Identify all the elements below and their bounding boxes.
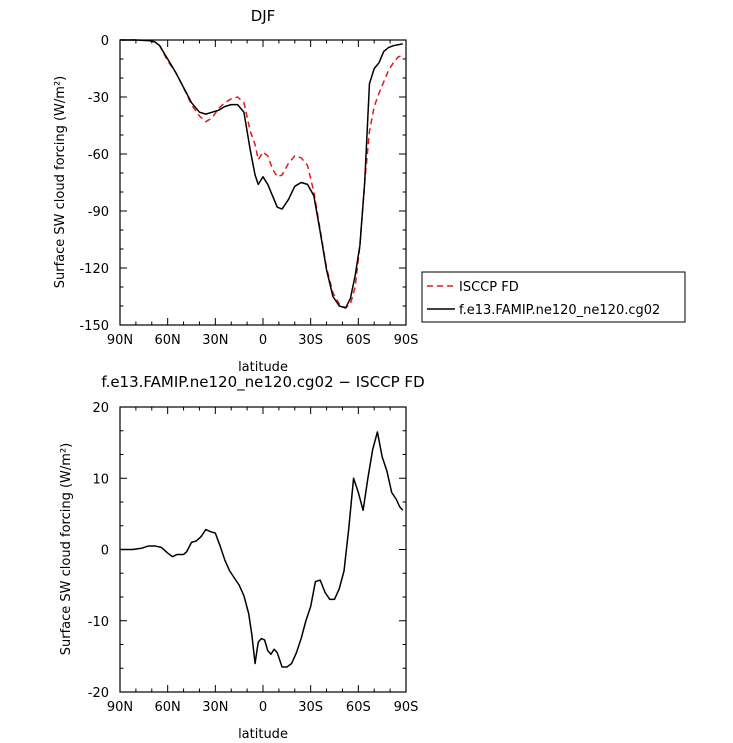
bottom-xtick-label: 30N (202, 700, 228, 715)
top-chart-xlabel: latitude (238, 360, 288, 375)
bottom-series-line-difference (120, 431, 404, 668)
bottom-ytick-label: 0 (101, 544, 109, 559)
top-xtick-label: 30N (202, 333, 228, 348)
bottom-chart-panel: f.e13.FAMIP.ne120_ne120.cg02 − ISCCP FD … (59, 373, 425, 742)
top-xtick-label: 30S (298, 333, 323, 348)
bottom-chart-xlabel: latitude (238, 727, 288, 742)
bottom-xtick-label: 90N (107, 700, 133, 715)
top-ytick-label: 0 (101, 34, 109, 49)
bottom-ytick-label: 10 (92, 472, 109, 487)
bottom-xtick-label: 30S (298, 700, 323, 715)
top-xtick-label: 60N (155, 333, 181, 348)
top-series-line-isccp (120, 39, 404, 309)
legend-label-isccp: ISCCP FD (459, 280, 519, 295)
bottom-xtick-label: 60S (346, 700, 371, 715)
top-xtick-label: 0 (259, 333, 267, 348)
bottom-chart-frame (119, 406, 407, 693)
bottom-ytick-label: -20 (88, 686, 109, 701)
top-ytick-label: -150 (79, 319, 109, 334)
top-xtick-label: 90S (394, 333, 419, 348)
top-ytick-label: -120 (79, 262, 109, 277)
top-chart-frame (119, 39, 407, 326)
top-chart-ylabel: Surface SW cloud forcing (W/m²) (53, 76, 68, 288)
top-ytick-label: -90 (88, 205, 109, 220)
top-ytick-label: -30 (88, 91, 109, 106)
bottom-chart-title: f.e13.FAMIP.ne120_ne120.cg02 − ISCCP FD (101, 373, 424, 392)
bottom-chart-ylabel: Surface SW cloud forcing (W/m²) (59, 443, 74, 655)
top-chart-title: DJF (251, 7, 276, 25)
bottom-xtick-label: 60N (155, 700, 181, 715)
legend-label-model: f.e13.FAMIP.ne120_ne120.cg02 (459, 303, 660, 318)
bottom-ytick-label: -10 (88, 615, 109, 630)
bottom-xtick-label: 0 (259, 700, 267, 715)
top-series-line-model (120, 39, 403, 309)
legend-box (421, 271, 686, 323)
top-chart-panel: DJF 90N 60N 30N 0 30S 60S 90S -150 -120 -90 -60 -30… (53, 7, 418, 375)
bottom-xtick-label: 90S (394, 700, 419, 715)
top-ytick-label: -60 (88, 148, 109, 163)
top-xtick-label: 90N (107, 333, 133, 348)
top-chart-legend: ISCCP FD f.e13.FAMIP.ne120_ne120.cg02 (421, 271, 686, 323)
bottom-ytick-label: 20 (92, 401, 109, 416)
top-xtick-label: 60S (346, 333, 371, 348)
